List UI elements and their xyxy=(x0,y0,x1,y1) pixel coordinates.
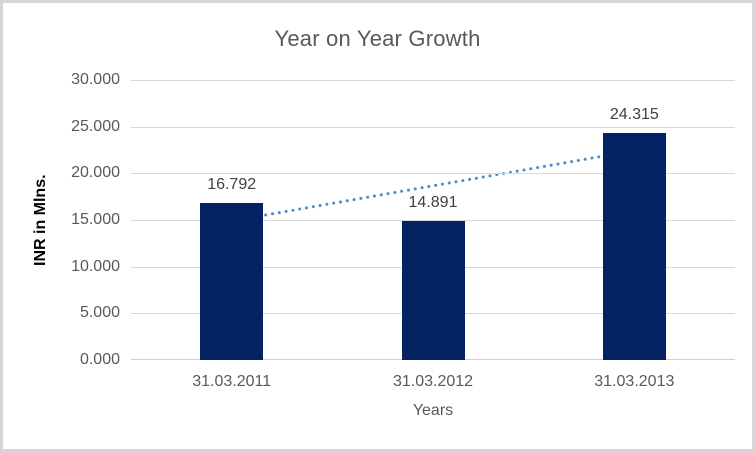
y-tick-label: 5.000 xyxy=(79,304,120,321)
y-tick-label: 30.000 xyxy=(71,71,120,88)
y-tick-label: 0.000 xyxy=(79,351,120,368)
x-axis-title: Years xyxy=(412,402,454,419)
bar-31.03.2012 xyxy=(401,221,465,360)
gridline xyxy=(131,220,735,221)
x-tick-label: 31.03.2012 xyxy=(392,373,474,390)
bar-value-label: 14.891 xyxy=(408,194,458,212)
bar-31.03.2011 xyxy=(200,203,264,360)
plot-area: 16.792 14.891 24.315 xyxy=(131,80,735,360)
y-tick-label: 10.000 xyxy=(71,258,120,275)
bar-value-label: 16.792 xyxy=(207,176,257,194)
y-tick-label: 25.000 xyxy=(71,118,120,135)
chart-title: Year on Year Growth xyxy=(274,26,481,51)
gridline xyxy=(131,80,735,81)
bar-31.03.2013 xyxy=(602,133,666,360)
gridline xyxy=(131,127,735,128)
x-tick-label: 31.03.2011 xyxy=(192,373,272,390)
bar-value-label: 24.315 xyxy=(609,106,659,124)
y-tick-label: 15.000 xyxy=(71,211,120,228)
y-tick-label: 20.000 xyxy=(71,164,120,181)
x-tick-label: 31.03.2013 xyxy=(594,373,675,390)
gridline xyxy=(131,173,735,174)
